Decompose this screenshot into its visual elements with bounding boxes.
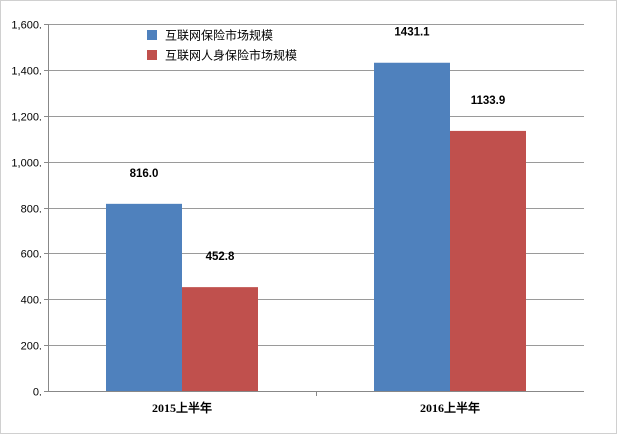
data-label: 1133.9 [471, 95, 506, 107]
bars [106, 62, 526, 392]
y-tick-label: 1,600. [11, 20, 42, 32]
bar [374, 62, 450, 392]
bar [182, 287, 258, 391]
legend-swatch [147, 30, 157, 40]
x-category-label: 2015上半年 [152, 400, 212, 415]
bar [450, 130, 526, 391]
x-category-label: 2016上半年 [420, 400, 480, 415]
y-tick-label: 400. [21, 295, 42, 307]
data-label: 452.8 [206, 251, 235, 263]
y-tick-label: 1,200. [11, 112, 42, 124]
y-tick-label: 1,000. [11, 158, 42, 170]
legend-label: 互联网保险市场规模 [165, 28, 273, 43]
y-tick-label: 600. [21, 249, 42, 261]
y-tick-label: 200. [21, 341, 42, 353]
y-tick-label: 1,400. [11, 66, 42, 78]
y-tick-label: 0. [33, 387, 42, 399]
axes [44, 24, 584, 396]
labels: 0. 200. 400. 600. 800. 1,000. 1,200. 1,400. 1,60… [11, 20, 505, 416]
data-label: 1431.1 [394, 27, 430, 39]
legend-label: 互联网人身保险市场规模 [165, 48, 297, 63]
y-tick-label: 800. [21, 204, 42, 216]
legend-swatch [147, 50, 157, 60]
bar [106, 203, 182, 391]
data-label: 816.0 [130, 168, 159, 180]
